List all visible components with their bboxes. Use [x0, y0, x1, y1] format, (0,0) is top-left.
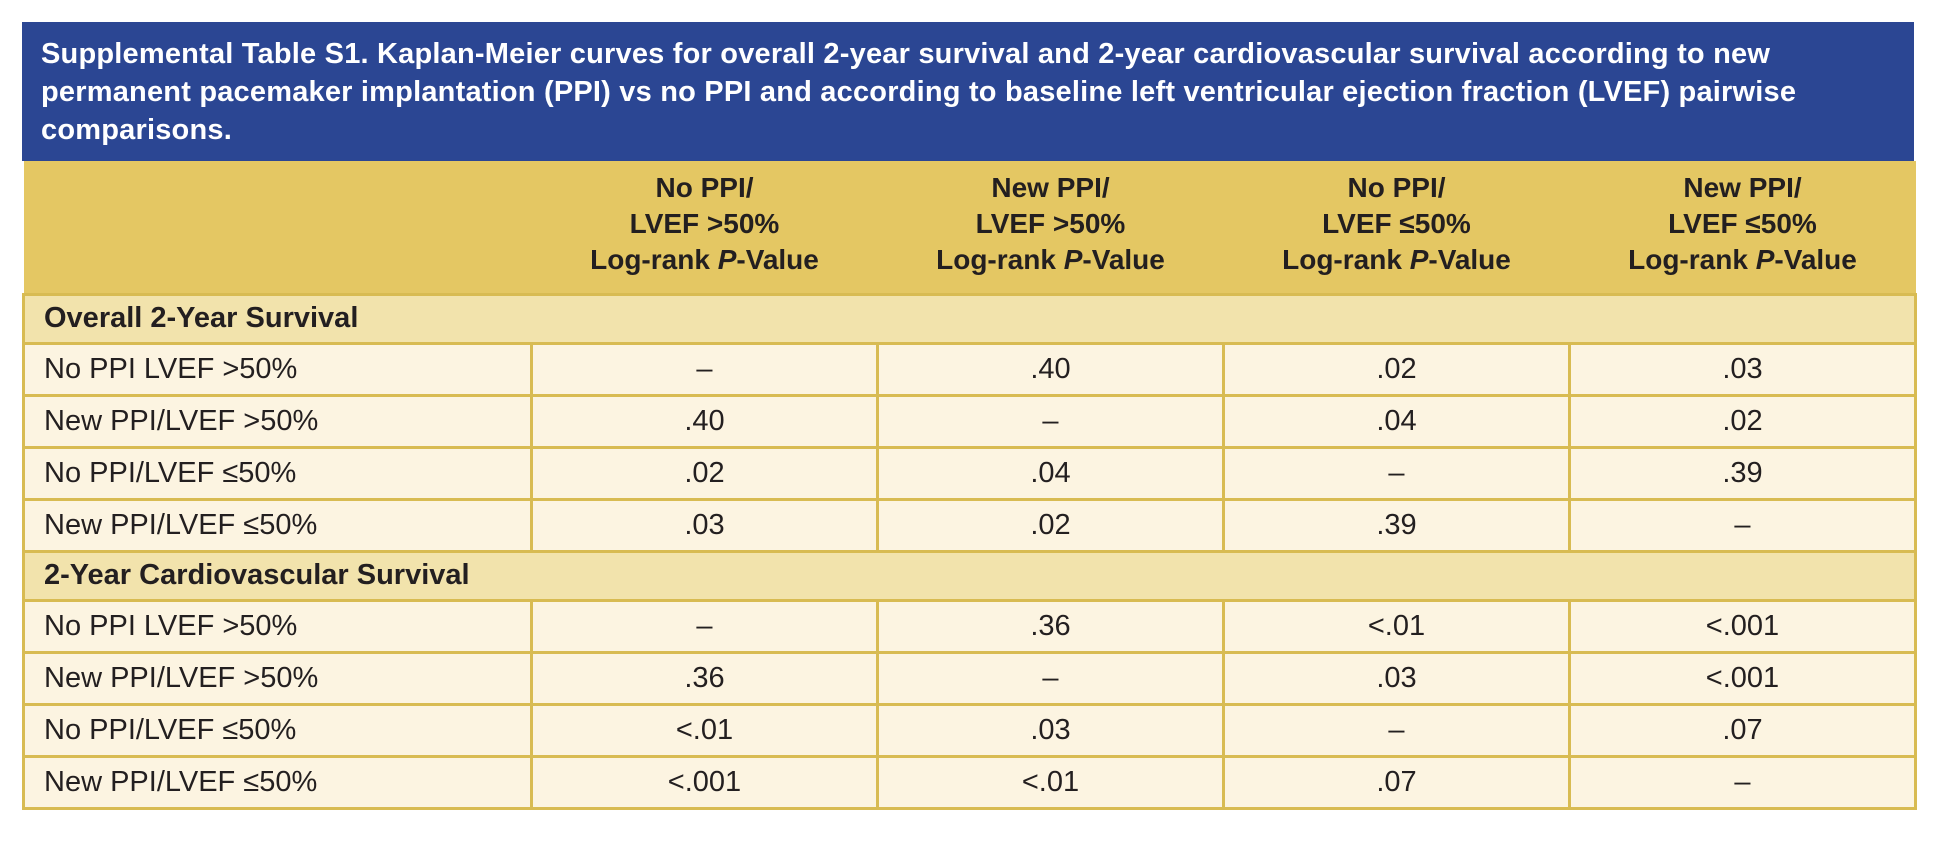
p-value-cell: –: [1222, 702, 1571, 758]
p-value-cell: .04: [1222, 393, 1571, 449]
table-row: New PPI/LVEF ≤50% .03 .02 .39 –: [22, 497, 1917, 553]
p-value-cell: .40: [530, 393, 879, 449]
section-header: Overall 2-Year Survival: [22, 292, 1917, 345]
p-value-cell: .07: [1568, 702, 1917, 758]
column-header-line1: No PPI/: [655, 171, 754, 203]
section-header-row-cardiovascular-survival: 2-Year Cardiovascular Survival: [22, 549, 1917, 602]
p-value-cell: –: [1568, 497, 1917, 553]
column-header-new-ppi-gt50: New PPI/ LVEF >50% Log-rank P-Value: [877, 161, 1224, 294]
p-value-cell: .36: [530, 650, 879, 706]
row-label: No PPI LVEF >50%: [22, 598, 533, 654]
p-value-cell: .03: [1568, 341, 1917, 397]
p-value-cell: .02: [1222, 341, 1571, 397]
row-label: New PPI/LVEF >50%: [22, 650, 533, 706]
column-header-line2: LVEF ≤50%: [1668, 207, 1817, 239]
p-value-cell: –: [876, 650, 1225, 706]
table-row: No PPI LVEF >50% – .40 .02 .03: [22, 341, 1917, 397]
supplemental-table: Supplemental Table S1. Kaplan-Meier curv…: [22, 22, 1917, 810]
p-value-cell: .39: [1222, 497, 1571, 553]
row-label: New PPI/LVEF ≤50%: [22, 497, 533, 553]
pairwise-comparison-table: No PPI/ LVEF >50% Log-rank P-Value New P…: [22, 161, 1917, 810]
p-value-cell: .02: [1568, 393, 1917, 449]
p-value-cell: .03: [1222, 650, 1571, 706]
column-header-line1: No PPI/: [1347, 171, 1446, 203]
column-header-line2: LVEF >50%: [975, 207, 1126, 239]
p-value-cell: –: [1222, 445, 1571, 501]
p-value-cell: .40: [876, 341, 1225, 397]
p-value-cell: .02: [876, 497, 1225, 553]
table-title: Supplemental Table S1. Kaplan-Meier curv…: [41, 38, 1797, 146]
p-value-cell: <.01: [876, 754, 1225, 810]
p-value-cell: .04: [876, 445, 1225, 501]
p-value-cell: <.001: [530, 754, 879, 810]
p-value-cell: <.01: [530, 702, 879, 758]
p-value-cell: .39: [1568, 445, 1917, 501]
table-row: No PPI/LVEF ≤50% .02 .04 – .39: [22, 445, 1917, 501]
p-value-cell: .03: [530, 497, 879, 553]
column-header-row: No PPI/ LVEF >50% Log-rank P-Value New P…: [23, 161, 1916, 294]
p-value-cell: <.001: [1568, 598, 1917, 654]
column-header-line2: LVEF >50%: [629, 207, 780, 239]
p-value-cell: –: [876, 393, 1225, 449]
table-row: No PPI LVEF >50% – .36 <.01 <.001: [22, 598, 1917, 654]
column-header-spacer: [23, 161, 532, 294]
row-label: No PPI LVEF >50%: [22, 341, 533, 397]
p-value-cell: –: [1568, 754, 1917, 810]
p-value-cell: .03: [876, 702, 1225, 758]
column-header-line3: Log-rank P-Value: [936, 243, 1165, 275]
column-header-no-ppi-gt50: No PPI/ LVEF >50% Log-rank P-Value: [531, 161, 878, 294]
column-header-line2: LVEF ≤50%: [1322, 207, 1471, 239]
column-header-line3: Log-rank P-Value: [590, 243, 819, 275]
row-label: No PPI/LVEF ≤50%: [22, 445, 533, 501]
section-header-row-overall-survival: Overall 2-Year Survival: [22, 292, 1917, 345]
row-label: New PPI/LVEF >50%: [22, 393, 533, 449]
column-header-line1: New PPI/: [991, 171, 1110, 203]
column-header-line1: New PPI/: [1683, 171, 1802, 203]
row-label: No PPI/LVEF ≤50%: [22, 702, 533, 758]
p-value-cell: –: [530, 341, 879, 397]
row-label: New PPI/LVEF ≤50%: [22, 754, 533, 810]
p-value-cell: .02: [530, 445, 879, 501]
column-header-no-ppi-le50: No PPI/ LVEF ≤50% Log-rank P-Value: [1223, 161, 1570, 294]
table-row: No PPI/LVEF ≤50% <.01 .03 – .07: [22, 702, 1917, 758]
table-row: New PPI/LVEF >50% .36 – .03 <.001: [22, 650, 1917, 706]
column-header-line3: Log-rank P-Value: [1282, 243, 1511, 275]
p-value-cell: <.01: [1222, 598, 1571, 654]
p-value-cell: .36: [876, 598, 1225, 654]
column-header-new-ppi-le50: New PPI/ LVEF ≤50% Log-rank P-Value: [1569, 161, 1916, 294]
table-row: New PPI/LVEF ≤50% <.001 <.01 .07 –: [22, 754, 1917, 810]
table-row: New PPI/LVEF >50% .40 – .04 .02: [22, 393, 1917, 449]
table-title-banner: Supplemental Table S1. Kaplan-Meier curv…: [22, 22, 1914, 161]
p-value-cell: <.001: [1568, 650, 1917, 706]
p-value-cell: –: [530, 598, 879, 654]
section-header: 2-Year Cardiovascular Survival: [22, 549, 1917, 602]
column-header-line3: Log-rank P-Value: [1628, 243, 1857, 275]
p-value-cell: .07: [1222, 754, 1571, 810]
